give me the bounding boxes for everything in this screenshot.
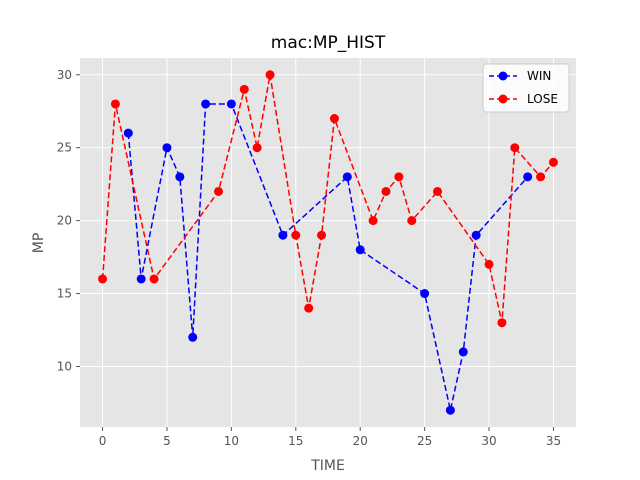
win-legend-label: WIN <box>527 69 551 83</box>
win-data-point <box>420 289 430 299</box>
legend: WIN LOSE <box>482 63 570 113</box>
lose-data-point <box>304 303 314 313</box>
win-data-point <box>342 172 352 182</box>
win-data-point <box>278 230 288 240</box>
lose-data-point <box>484 259 494 269</box>
x-tick-label: 15 <box>288 434 303 448</box>
x-tick-label: 20 <box>353 434 368 448</box>
lose-data-point <box>110 99 120 109</box>
y-tick-label: 30 <box>57 68 72 82</box>
lose-legend-label: LOSE <box>527 92 558 106</box>
lose-data-point <box>213 186 223 196</box>
y-tick-label: 15 <box>57 287 72 301</box>
win-data-point <box>162 143 172 153</box>
y-axis-ticks: 10 15 20 25 30 <box>57 68 80 373</box>
series-layer <box>98 70 558 415</box>
lose-data-point <box>149 274 159 284</box>
lose-data-point <box>98 274 108 284</box>
win-data-point <box>355 245 365 255</box>
lose-legend-marker <box>498 94 508 104</box>
win-data-point <box>175 172 185 182</box>
x-tick-label: 0 <box>99 434 107 448</box>
lose-data-point <box>329 114 339 124</box>
lose-data-point <box>433 186 443 196</box>
y-tick-label: 25 <box>57 141 72 155</box>
lose-data-point <box>407 216 417 226</box>
lose-data-point <box>368 216 378 226</box>
win-data-point <box>201 99 211 109</box>
lose-data-point <box>317 230 327 240</box>
x-tick-label: 10 <box>224 434 239 448</box>
lose-data-point <box>510 143 520 153</box>
lose-data-point <box>536 172 546 182</box>
win-data-point <box>445 405 455 415</box>
lose-data-point <box>291 230 301 240</box>
win-data-point <box>188 332 198 342</box>
lose-data-point <box>548 157 558 167</box>
lose-data-point <box>239 84 249 94</box>
lose-data-point <box>265 70 275 80</box>
win-data-point <box>123 128 133 138</box>
win-data-point <box>471 230 481 240</box>
x-tick-label: 5 <box>163 434 171 448</box>
x-tick-label: 30 <box>481 434 496 448</box>
y-tick-label: 10 <box>57 359 72 373</box>
win-data-point <box>226 99 236 109</box>
y-tick-label: 20 <box>57 214 72 228</box>
win-data-point <box>523 172 533 182</box>
lose-data-point <box>394 172 404 182</box>
lose-data-point <box>252 143 262 153</box>
x-tick-label: 25 <box>417 434 432 448</box>
win-data-point <box>136 274 146 284</box>
y-axis-label: MP <box>31 233 47 254</box>
win-data-point <box>458 347 468 357</box>
win-legend-marker <box>498 71 508 81</box>
x-axis-ticks: 0 5 10 15 20 25 30 35 <box>99 427 561 448</box>
plot-area <box>80 58 576 427</box>
lose-data-point <box>497 318 507 328</box>
chart-title: mac:MP_HIST <box>271 33 386 53</box>
x-axis-label: TIME <box>310 458 345 474</box>
lose-data-point <box>381 186 391 196</box>
x-tick-label: 35 <box>546 434 561 448</box>
